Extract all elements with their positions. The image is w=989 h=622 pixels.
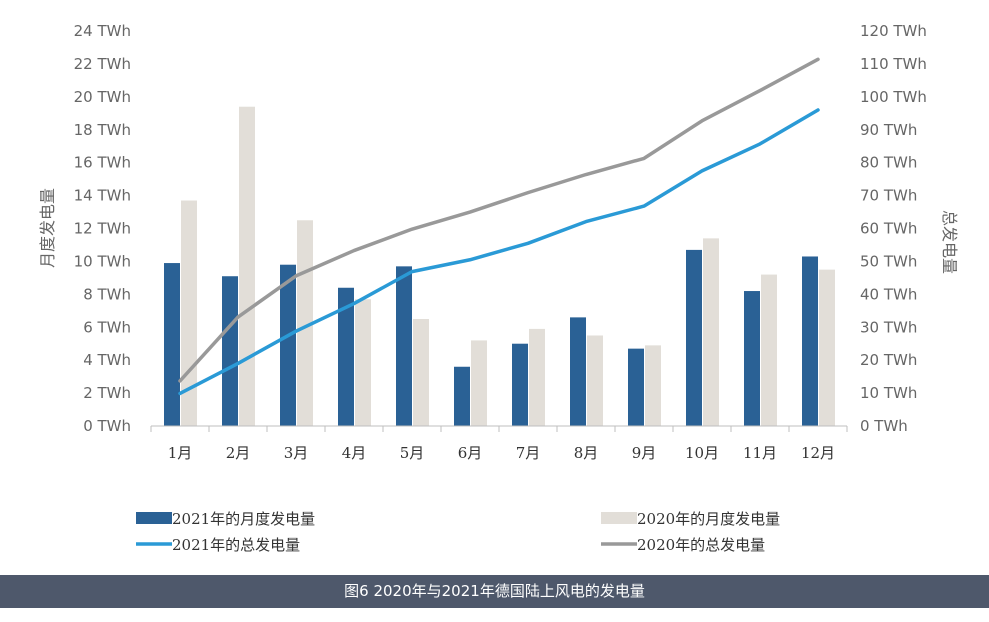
- right-tick-label: 110 TWh: [860, 55, 927, 73]
- category-label: 1月: [168, 444, 193, 462]
- bar: [761, 274, 777, 426]
- bar: [529, 328, 545, 426]
- figure-caption: 图6 2020年与2021年德国陆上风电的发电量: [0, 575, 989, 608]
- left-axis-title: 月度发电量: [38, 188, 57, 268]
- legend-label: 2020年的月度发电量: [637, 510, 780, 528]
- left-tick-label: 22 TWh: [74, 55, 131, 73]
- bar: [512, 343, 528, 426]
- left-tick-label: 2 TWh: [83, 384, 131, 402]
- bar: [413, 319, 429, 426]
- legend-label: 2020年的总发电量: [637, 536, 765, 554]
- right-tick-label: 90 TWh: [860, 121, 917, 139]
- right-axis-ticks: 0 TWh 10 TWh 20 TWh 30 TWh 40 TWh 50 TWh 60 TW…: [860, 22, 927, 435]
- bar: [396, 266, 412, 426]
- bar: [802, 256, 818, 426]
- right-tick-label: 10 TWh: [860, 384, 917, 402]
- left-tick-label: 10 TWh: [74, 252, 131, 270]
- category-label: 10月: [685, 444, 719, 462]
- left-tick-label: 12 TWh: [74, 220, 131, 238]
- legend-label: 2021年的总发电量: [172, 536, 300, 554]
- x-axis: 1月 2月 3月 4月 5月 6月 7月 8月 9月 10月 11月 12月: [150, 425, 848, 462]
- right-tick-label: 80 TWh: [860, 154, 917, 172]
- category-label: 3月: [284, 444, 309, 462]
- left-tick-label: 0 TWh: [83, 417, 131, 435]
- left-tick-label: 8 TWh: [83, 285, 131, 303]
- chart: 0 TWh 2 TWh 4 TWh 6 TWh 8 TWh 10 TWh 12 TWh 14 …: [38, 22, 959, 554]
- bars: [164, 106, 835, 426]
- legend-swatch: [136, 512, 172, 524]
- left-tick-label: 24 TWh: [74, 22, 131, 40]
- lines: [178, 57, 820, 396]
- bar: [239, 106, 255, 426]
- bar: [744, 291, 760, 426]
- right-tick-label: 60 TWh: [860, 220, 917, 238]
- right-tick-label: 70 TWh: [860, 187, 917, 205]
- left-tick-label: 20 TWh: [74, 88, 131, 106]
- category-label: 11月: [743, 444, 777, 462]
- left-axis-ticks: 0 TWh 2 TWh 4 TWh 6 TWh 8 TWh 10 TWh 12 TWh 14 …: [74, 22, 131, 435]
- right-tick-label: 100 TWh: [860, 88, 927, 106]
- left-tick-label: 6 TWh: [83, 318, 131, 336]
- bar: [587, 335, 603, 426]
- bar: [280, 264, 296, 426]
- left-tick-label: 16 TWh: [74, 154, 131, 172]
- bar: [355, 299, 371, 426]
- bar: [222, 276, 238, 426]
- legend: 2021年的月度发电量 2020年的月度发电量 2021年的总发电量 2020年的总发…: [136, 510, 780, 554]
- bar: [338, 287, 354, 426]
- right-tick-label: 120 TWh: [860, 22, 927, 40]
- legend-label: 2021年的月度发电量: [172, 510, 315, 528]
- bar: [454, 366, 470, 426]
- bar: [686, 249, 702, 426]
- category-label: 12月: [801, 444, 835, 462]
- category-label: 7月: [516, 444, 541, 462]
- category-label: 9月: [632, 444, 657, 462]
- bar: [570, 317, 586, 426]
- category-label: 4月: [342, 444, 367, 462]
- left-tick-label: 14 TWh: [74, 187, 131, 205]
- right-tick-label: 0 TWh: [860, 417, 908, 435]
- right-tick-label: 30 TWh: [860, 318, 917, 336]
- bar: [181, 200, 197, 426]
- category-label: 8月: [574, 444, 599, 462]
- series-line: [178, 57, 820, 383]
- bar: [645, 345, 661, 426]
- bar: [628, 348, 644, 426]
- bar: [164, 263, 180, 426]
- right-tick-label: 50 TWh: [860, 252, 917, 270]
- left-tick-label: 18 TWh: [74, 121, 131, 139]
- legend-swatch: [601, 512, 637, 524]
- right-tick-label: 20 TWh: [860, 351, 917, 369]
- bar: [703, 238, 719, 426]
- right-tick-label: 40 TWh: [860, 285, 917, 303]
- left-tick-label: 4 TWh: [83, 351, 131, 369]
- category-label: 2月: [226, 444, 251, 462]
- bar: [471, 340, 487, 426]
- right-axis-title: 总发电量: [940, 210, 959, 274]
- bar: [819, 269, 835, 426]
- series-line: [178, 108, 820, 396]
- category-label: 5月: [400, 444, 425, 462]
- category-label: 6月: [458, 444, 483, 462]
